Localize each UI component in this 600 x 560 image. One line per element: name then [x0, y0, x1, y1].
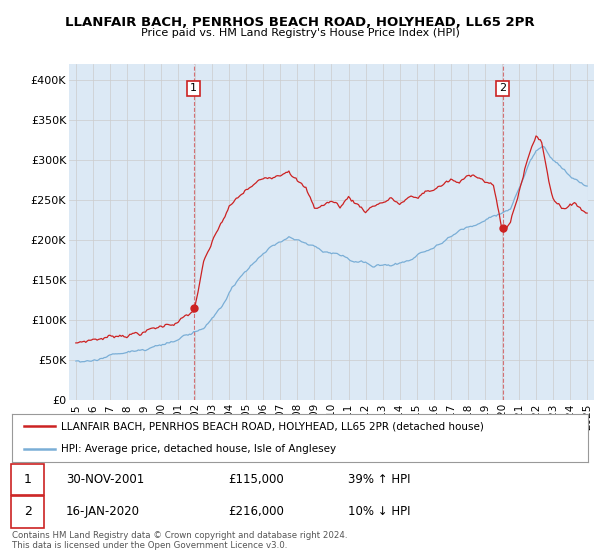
Text: £115,000: £115,000	[228, 473, 284, 486]
Text: LLANFAIR BACH, PENRHOS BEACH ROAD, HOLYHEAD, LL65 2PR (detached house): LLANFAIR BACH, PENRHOS BEACH ROAD, HOLYH…	[61, 421, 484, 431]
Text: £216,000: £216,000	[228, 505, 284, 519]
Text: 2: 2	[499, 83, 506, 94]
Text: 39% ↑ HPI: 39% ↑ HPI	[348, 473, 410, 486]
Text: HPI: Average price, detached house, Isle of Anglesey: HPI: Average price, detached house, Isle…	[61, 444, 336, 454]
Text: Price paid vs. HM Land Registry's House Price Index (HPI): Price paid vs. HM Land Registry's House …	[140, 28, 460, 38]
Text: LLANFAIR BACH, PENRHOS BEACH ROAD, HOLYHEAD, LL65 2PR: LLANFAIR BACH, PENRHOS BEACH ROAD, HOLYH…	[65, 16, 535, 29]
Text: 2: 2	[23, 505, 32, 519]
Text: 1: 1	[190, 83, 197, 94]
Text: 10% ↓ HPI: 10% ↓ HPI	[348, 505, 410, 519]
Text: Contains HM Land Registry data © Crown copyright and database right 2024.
This d: Contains HM Land Registry data © Crown c…	[12, 531, 347, 550]
Text: 30-NOV-2001: 30-NOV-2001	[66, 473, 144, 486]
Text: 16-JAN-2020: 16-JAN-2020	[66, 505, 140, 519]
Text: 1: 1	[23, 473, 32, 486]
